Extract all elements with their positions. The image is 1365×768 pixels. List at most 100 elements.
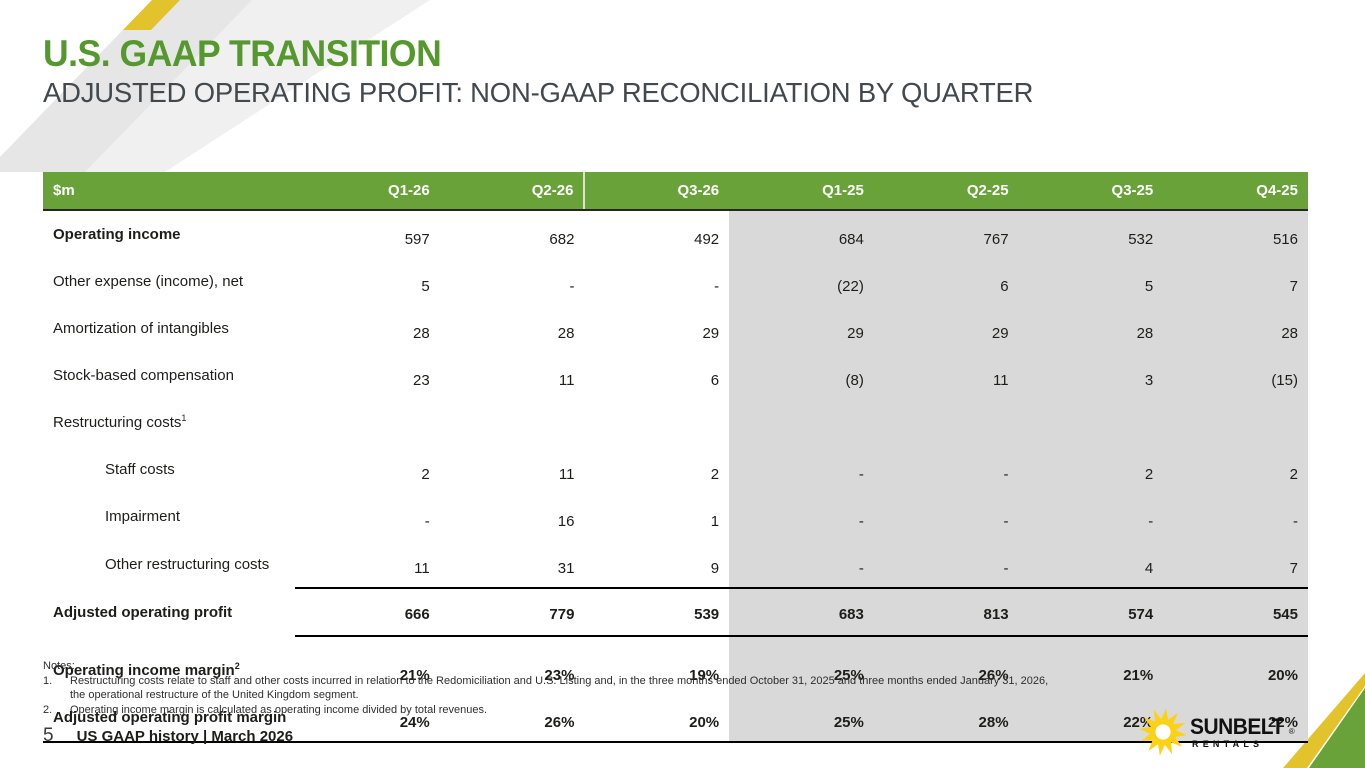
value-cell: 19% (689, 667, 720, 684)
value-cell: 28 (1163, 305, 1308, 352)
sun-icon (1139, 708, 1187, 756)
value-cell: 26% (873, 647, 1019, 694)
note-item: 1. Restructuring costs relate to staff a… (43, 674, 1055, 703)
value-cell: 597 (404, 231, 430, 248)
value-cell: 20% (584, 694, 730, 743)
value-cell (295, 399, 440, 446)
value-cell (873, 399, 1019, 446)
value-cell: - (569, 278, 575, 295)
row-label: Adjusted operating profit margin (43, 694, 296, 743)
notes-heading: Notes: (43, 660, 75, 672)
row-label: Adjusted operating profit (53, 603, 233, 621)
value-cell: 28% (873, 694, 1019, 743)
table-row: Other expense (income), net 5- - (22) 6 5 7 (43, 258, 1308, 305)
logo-brand: SUNBELT (1190, 713, 1284, 739)
value-cell: 2 (710, 466, 720, 483)
value-cell: (15) (1163, 352, 1308, 399)
value-cell: - (1018, 493, 1164, 540)
table-row: Operating income 597 682 492 684 767 532 516 (43, 210, 1308, 258)
value-cell: 539 (584, 587, 730, 637)
column-header-q1-26: Q1-26 (295, 172, 440, 211)
value-cell: 9 (710, 560, 720, 577)
value-cell (729, 399, 874, 446)
row-label: Staff costs (105, 461, 175, 478)
value-cell (1163, 399, 1308, 446)
sunbelt-rentals-logo: SUNBELT ® RENTALS (1138, 707, 1295, 757)
table-row: Other restructuring costs 11 31 9- -4 7 (43, 540, 1308, 588)
table-row: Restructuring costs1 (43, 399, 1308, 446)
value-cell: 767 (873, 210, 1019, 258)
column-header-q3-26: Q3-26 (583, 172, 730, 211)
value-cell: - (873, 446, 1019, 493)
value-cell: 21% (399, 667, 430, 684)
value-cell: 24% (295, 694, 440, 743)
table-row: Adjusted operating profit 666 779 539 683 813… (43, 587, 1308, 637)
note-text: Operating income margin is calculated as… (70, 703, 488, 716)
value-cell: 684 (729, 210, 874, 258)
value-cell: 516 (1163, 210, 1308, 258)
value-cell: (8) (729, 352, 874, 399)
value-cell: 23% (544, 667, 575, 684)
value-cell: - (729, 493, 874, 540)
value-cell: 31 (557, 560, 575, 577)
value-cell: - (1163, 493, 1308, 540)
value-cell: 532 (1018, 210, 1164, 258)
value-cell: 2 (1018, 446, 1164, 493)
table-row: Impairment -16 1- - - - (43, 493, 1308, 540)
value-cell: - (873, 493, 1019, 540)
note-number: 1. (43, 674, 53, 687)
spacer-row (43, 636, 1308, 647)
logo-sub-brand: RENTALS (1192, 738, 1264, 749)
table-row: Operating income margin2 21% 23% 19% 25% 26% 2… (43, 647, 1308, 694)
value-cell: 28 (1018, 305, 1164, 352)
green-triangle (1309, 688, 1365, 768)
value-cell: 7 (1163, 540, 1308, 588)
column-header-q4-25: Q4-25 (1163, 172, 1308, 211)
value-cell: 779 (439, 587, 585, 637)
value-cell: 29 (873, 305, 1019, 352)
row-label: Other expense (income), net (53, 273, 244, 290)
value-cell: 2 (1163, 446, 1308, 493)
note-item: 2. Operating income margin is calculated… (43, 703, 1055, 718)
value-cell: (22) (729, 258, 874, 305)
row-label: Stock-based compensation (53, 367, 234, 384)
value-cell: - (714, 278, 720, 295)
value-cell: 28 (557, 325, 575, 342)
column-header-q1-25: Q1-25 (729, 172, 874, 211)
value-cell: 29 (702, 325, 720, 342)
value-cell: 25% (729, 694, 874, 743)
value-cell: 11 (873, 352, 1019, 399)
page-number: 5 (43, 725, 54, 746)
value-cell: 20% (1163, 647, 1308, 694)
value-cell: 574 (1018, 587, 1164, 637)
value-cell: 5 (1018, 258, 1164, 305)
row-label: Operating income (53, 226, 181, 243)
value-cell: - (729, 540, 874, 588)
registered-mark: ® (1288, 726, 1295, 736)
value-cell: 26% (439, 694, 585, 743)
row-label: Restructuring costs1 (53, 413, 187, 432)
page-subtitle: ADJUSTED OPERATING PROFIT: NON-GAAP RECO… (43, 77, 1034, 108)
value-cell: - (424, 513, 430, 530)
table-row: Stock-based compensation 23 11 6 (8) 11 3 (15) (43, 352, 1308, 399)
slide-header: U.S. GAAP TRANSITION ADJUSTED OPERATING … (43, 33, 1053, 109)
value-cell: 6 (710, 372, 720, 389)
table-row: Staff costs 2 11 2- -2 2 (43, 446, 1308, 493)
value-cell: - (729, 446, 874, 493)
notes-section: Notes: 1. Restructuring costs relate to … (43, 659, 1055, 717)
footer-label: US GAAP history | March 2026 (76, 728, 294, 745)
row-label: Amortization of intangibles (53, 320, 229, 337)
note-text: Restructuring costs relate to staff and … (70, 674, 1049, 702)
value-cell: 28 (413, 325, 430, 342)
logo-text: SUNBELT ® RENTALS (1190, 713, 1295, 749)
value-cell: 666 (295, 587, 440, 637)
reconciliation-table: $m Q1-26 Q2-26 Q3-26 Q1-25 Q2-25 Q3-25 Q4-25 Op… (43, 172, 1308, 743)
value-cell: 23 (413, 372, 430, 389)
value-cell: 4 (1018, 540, 1164, 588)
unit-header: $m (43, 172, 296, 211)
value-cell: 25% (729, 647, 874, 694)
slide-footer: 5 US GAAP history | March 2026 (43, 725, 293, 747)
value-cell: 5 (421, 278, 430, 295)
column-header-q2-26: Q2-26 (439, 172, 585, 211)
table-row: Adjusted operating profit margin 24% 26% 20… (43, 694, 1308, 743)
